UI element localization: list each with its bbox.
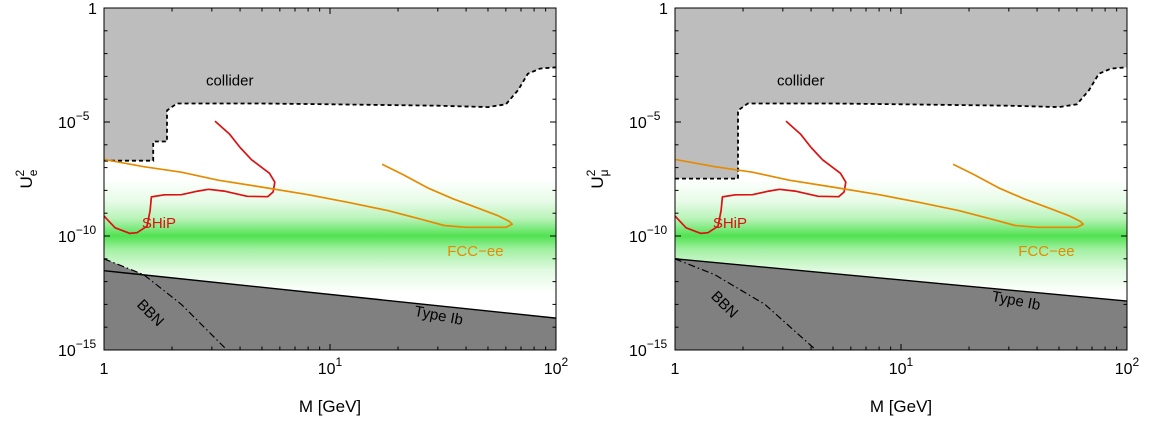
series-ship-curve (104, 120, 276, 235)
ship-annotation: SHiP (713, 215, 747, 232)
type-ib-boundary (104, 270, 556, 319)
x-tick-label-base: 1 (671, 361, 680, 378)
y-tick-label-base: 10 (629, 115, 647, 132)
green-band (104, 179, 556, 293)
y-tick-label: 10−10 (629, 223, 667, 246)
collider-label: collider (206, 72, 254, 89)
y-tick-label: 10−5 (58, 109, 90, 132)
x-tick-label-base: 1 (100, 361, 109, 378)
y-tick-label-base: 10 (629, 229, 647, 246)
bbn-region (104, 258, 227, 350)
y-tick-label-exp: −5 (647, 109, 661, 123)
series-ship-curve (675, 120, 847, 235)
collider-boundary (104, 66, 556, 162)
x-tick-label: 101 (889, 355, 914, 378)
y-tick-label-exp: −15 (76, 337, 97, 351)
bbn-region (675, 258, 816, 350)
series-fcc-ee-curve (675, 158, 1085, 229)
x-tick-label: 1 (100, 361, 109, 378)
y-tick-label-base: 1 (88, 1, 97, 18)
x-tick-label-exp: 1 (907, 355, 914, 369)
y-axis-label: Ue2 (13, 169, 40, 188)
y-tick-label: 10−10 (58, 223, 96, 246)
y-axis-label-sub: μ (597, 169, 611, 176)
y-tick-label-exp: −10 (76, 223, 97, 237)
y-tick-label: 1 (88, 1, 97, 18)
fcc-annotation: FCC−ee (1018, 243, 1074, 260)
x-tick-label-base: 10 (889, 361, 907, 378)
series-fcc-ee-curve (104, 158, 514, 229)
x-tick-label: 102 (544, 355, 569, 378)
fcc-annotation: FCC−ee (447, 243, 503, 260)
x-tick-label: 101 (318, 355, 343, 378)
y-tick-label-exp: −10 (647, 223, 668, 237)
bbn-boundary (104, 258, 228, 350)
y-axis-label-base: U (588, 176, 607, 188)
collider-label: collider (777, 72, 825, 89)
x-axis-label: M [GeV] (870, 397, 932, 416)
y-tick-label: 10−15 (58, 337, 96, 360)
y-tick-label-base: 10 (629, 343, 647, 360)
collider-region (675, 8, 1127, 179)
x-tick-label-base: 10 (1115, 361, 1133, 378)
x-tick-label: 102 (1115, 355, 1140, 378)
y-tick-label-base: 1 (659, 1, 668, 18)
x-axis-label: M [GeV] (299, 397, 361, 416)
tick-marks (103, 7, 556, 351)
tick-marks (674, 7, 1127, 351)
y-axis-label-base: U (17, 176, 36, 188)
collider-region (104, 8, 556, 161)
bbn-boundary (675, 258, 817, 350)
y-tick-label: 1 (659, 1, 668, 18)
type-ib-boundary (675, 258, 1127, 302)
y-tick-label: 10−5 (629, 109, 661, 132)
y-tick-label-exp: −15 (647, 337, 668, 351)
x-tick-label-exp: 2 (1133, 355, 1140, 369)
x-tick-label-base: 10 (318, 361, 336, 378)
ship-annotation: SHiP (142, 215, 176, 232)
y-tick-label-base: 10 (58, 115, 76, 132)
y-tick-label-exp: −5 (76, 109, 90, 123)
x-tick-label: 1 (671, 361, 680, 378)
y-axis-label-sup: 2 (13, 170, 27, 177)
y-tick-label-base: 10 (58, 229, 76, 246)
y-tick-label-base: 10 (58, 343, 76, 360)
y-axis-label: Uμ2 (584, 169, 611, 188)
x-tick-label-exp: 2 (562, 355, 569, 369)
y-tick-label: 10−15 (629, 337, 667, 360)
type-ib-region (104, 270, 556, 350)
y-axis-label-sub: e (26, 169, 40, 176)
y-axis-label-sup: 2 (584, 169, 598, 176)
x-tick-label-base: 10 (544, 361, 562, 378)
x-tick-label-exp: 1 (336, 355, 343, 369)
